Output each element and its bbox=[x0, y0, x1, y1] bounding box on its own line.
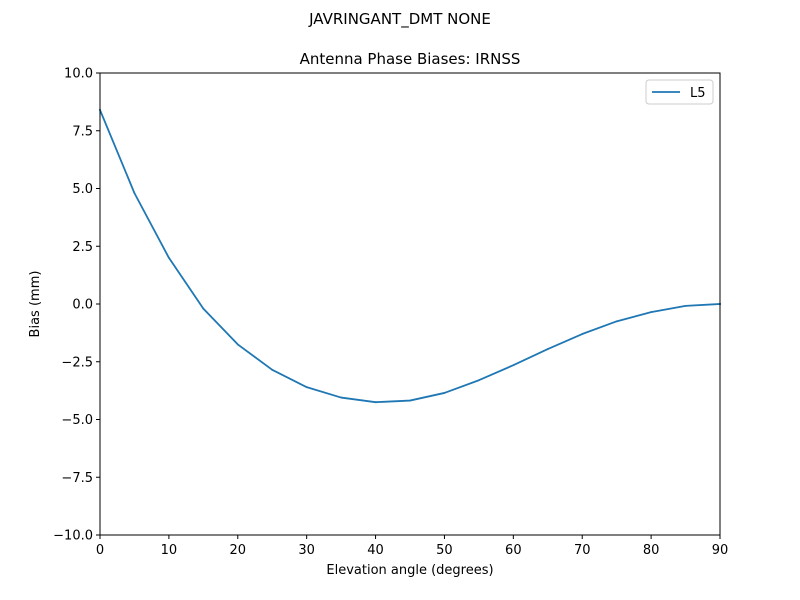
data-point bbox=[167, 256, 170, 259]
x-tick-label: 90 bbox=[712, 543, 729, 558]
data-point bbox=[477, 379, 480, 382]
data-point bbox=[581, 333, 584, 335]
x-tick-label: 60 bbox=[505, 543, 522, 558]
series-layer bbox=[98, 108, 721, 404]
y-tick-label: −2.5 bbox=[61, 355, 93, 370]
plot-frame bbox=[99, 72, 721, 536]
figure-suptitle: JAVRINGANT_DMT NONE bbox=[308, 10, 491, 29]
x-tick-label: 40 bbox=[367, 543, 384, 558]
data-point bbox=[684, 304, 687, 307]
data-point bbox=[305, 386, 308, 389]
x-tick-label: 0 bbox=[96, 543, 104, 558]
x-tick-label: 30 bbox=[298, 543, 315, 558]
x-tick-label: 70 bbox=[574, 543, 591, 558]
y-tick-label: −10.0 bbox=[53, 529, 93, 544]
data-point bbox=[271, 368, 274, 371]
x-tick-label: 10 bbox=[161, 543, 178, 558]
y-tick-label: 0.0 bbox=[72, 298, 93, 313]
data-point bbox=[409, 399, 411, 402]
data-point bbox=[202, 307, 205, 310]
y-axis-label: Bias (mm) bbox=[28, 271, 43, 338]
x-axis-label: Elevation angle (degrees) bbox=[326, 563, 493, 578]
y-tick-label: 2.5 bbox=[72, 240, 93, 255]
data-point bbox=[650, 311, 653, 313]
y-tick-label: −7.5 bbox=[61, 471, 93, 486]
y-tick-label: 5.0 bbox=[72, 182, 93, 197]
data-point bbox=[340, 396, 343, 399]
legend: L5 bbox=[645, 79, 714, 105]
y-tick-label: −5.0 bbox=[61, 413, 93, 428]
data-point bbox=[512, 364, 515, 367]
data-point bbox=[133, 192, 136, 195]
data-point bbox=[374, 401, 377, 404]
data-point bbox=[615, 320, 618, 323]
data-point bbox=[546, 348, 549, 350]
y-tick-label: 7.5 bbox=[72, 124, 93, 139]
x-tick-label: 80 bbox=[643, 543, 660, 558]
data-point bbox=[236, 343, 239, 346]
x-tick-label: 20 bbox=[230, 543, 247, 558]
x-tick-label: 50 bbox=[436, 543, 453, 558]
legend-label-l5: L5 bbox=[690, 86, 706, 101]
y-axis-ticks: −10.0 −7.5 −5.0 −2.5 0.0 2.5 5.0 7.5 10.0 bbox=[53, 67, 100, 544]
y-tick-label: 10.0 bbox=[64, 67, 93, 82]
data-point bbox=[443, 392, 446, 394]
chart-title: Antenna Phase Biases: IRNSS bbox=[300, 50, 521, 68]
x-axis-ticks: 0 10 20 30 40 50 60 70 80 90 bbox=[96, 535, 728, 558]
series-line-l5 bbox=[98, 108, 721, 404]
